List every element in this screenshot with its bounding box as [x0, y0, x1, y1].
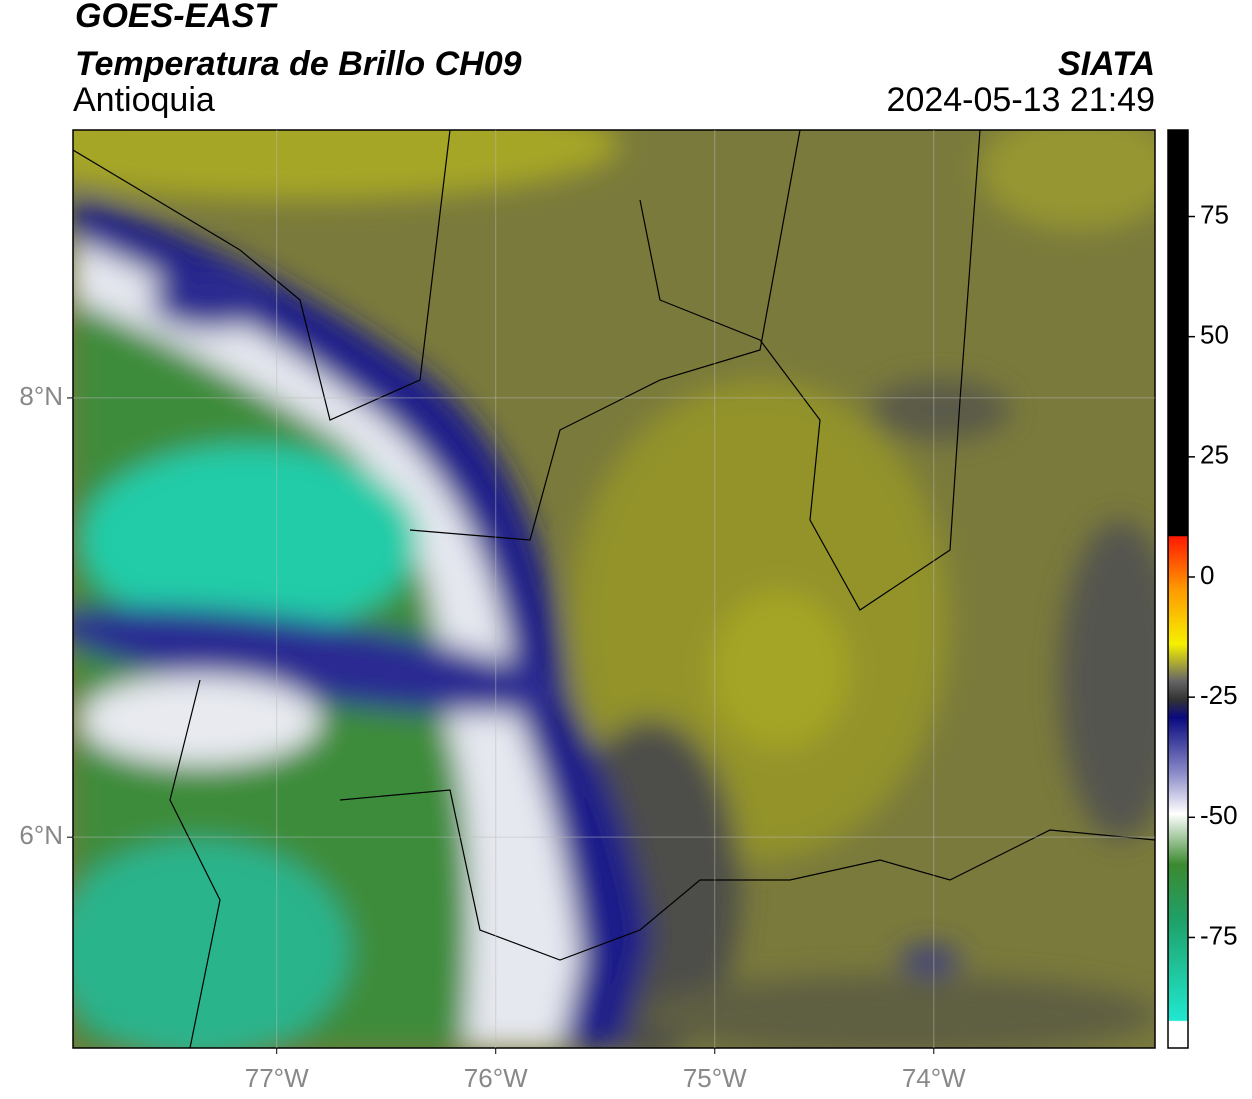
region: Antioquia	[73, 81, 215, 119]
colorbar-tick-label: 25	[1200, 440, 1229, 470]
colorbar	[1167, 129, 1189, 1049]
colorbar-tick-label: 50	[1200, 320, 1229, 350]
x-tick-label: 75°W	[683, 1063, 747, 1093]
x-tick-label: 74°W	[902, 1063, 966, 1093]
subtitle: Temperatura de Brillo CH09	[75, 45, 522, 83]
organization: SIATA	[1058, 45, 1155, 83]
y-tick-label: 6°N	[19, 820, 63, 850]
y-tick-label: 8°N	[19, 381, 63, 411]
colorbar-tick-label: -75	[1200, 920, 1238, 950]
colorbar-tick-label: 75	[1200, 199, 1229, 229]
colorbar-tick-label: -50	[1200, 800, 1238, 830]
colorbar-tick-label: 0	[1200, 560, 1214, 590]
x-tick-label: 76°W	[464, 1063, 528, 1093]
x-tick-label: 77°W	[245, 1063, 309, 1093]
map-frame	[72, 129, 1156, 1049]
colorbar-tick-label: -25	[1200, 680, 1238, 710]
timestamp: 2024-05-13 21:49	[887, 81, 1155, 119]
title: GOES-EAST	[75, 0, 278, 35]
satellite-image	[73, 130, 1155, 1048]
